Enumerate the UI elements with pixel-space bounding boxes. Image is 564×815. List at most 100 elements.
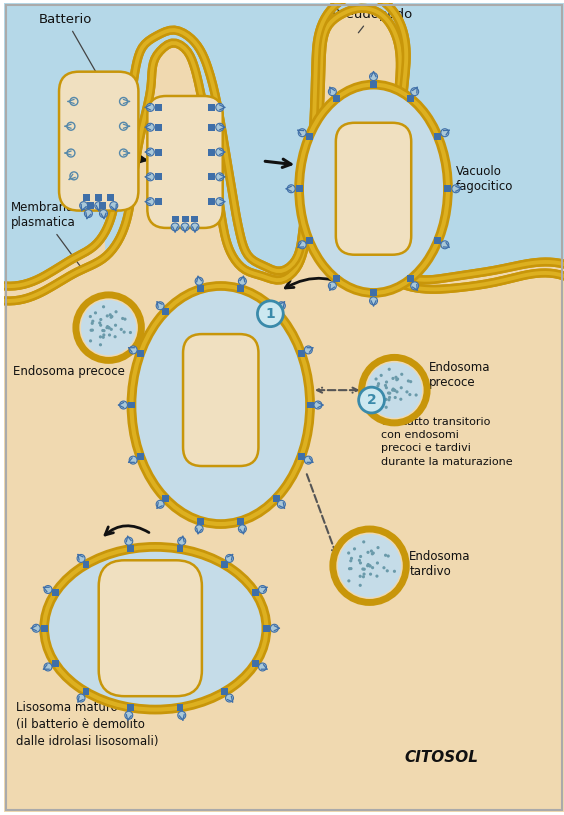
Circle shape — [226, 694, 233, 702]
Circle shape — [385, 381, 388, 384]
Circle shape — [387, 399, 390, 401]
Circle shape — [298, 129, 306, 137]
Bar — [435, 134, 441, 139]
Circle shape — [362, 540, 365, 544]
Circle shape — [371, 566, 374, 569]
Bar — [263, 625, 270, 631]
Circle shape — [384, 553, 387, 557]
Bar — [197, 518, 204, 525]
Circle shape — [382, 566, 386, 570]
Bar — [107, 194, 114, 201]
Circle shape — [391, 387, 395, 390]
Bar — [155, 199, 161, 205]
Bar — [87, 202, 94, 209]
Circle shape — [362, 575, 365, 579]
Bar — [237, 518, 244, 524]
Bar — [127, 546, 134, 552]
Bar — [333, 276, 340, 282]
Bar — [137, 454, 143, 460]
Circle shape — [441, 241, 449, 249]
Circle shape — [171, 223, 179, 231]
Circle shape — [195, 277, 203, 285]
Circle shape — [106, 325, 109, 328]
Circle shape — [239, 277, 246, 285]
Circle shape — [349, 559, 352, 562]
Bar — [407, 275, 414, 283]
Bar — [208, 148, 215, 156]
Bar — [182, 215, 188, 222]
Circle shape — [102, 305, 105, 308]
Circle shape — [368, 564, 371, 567]
Bar — [252, 660, 259, 667]
Circle shape — [359, 575, 362, 578]
Circle shape — [108, 333, 111, 337]
Circle shape — [411, 88, 418, 95]
Circle shape — [146, 198, 155, 205]
Bar — [155, 149, 161, 155]
Circle shape — [394, 376, 398, 379]
Circle shape — [216, 173, 224, 181]
Polygon shape — [296, 0, 410, 282]
Circle shape — [44, 663, 52, 671]
Ellipse shape — [44, 547, 266, 710]
Circle shape — [156, 500, 164, 509]
Circle shape — [377, 382, 380, 385]
Circle shape — [77, 554, 85, 562]
Bar — [83, 562, 89, 567]
Circle shape — [258, 663, 267, 671]
Circle shape — [369, 73, 377, 81]
Circle shape — [380, 374, 383, 377]
Bar — [52, 590, 58, 596]
Bar — [84, 195, 90, 200]
Bar — [155, 174, 161, 180]
Circle shape — [385, 398, 387, 401]
Circle shape — [102, 336, 105, 339]
Bar — [52, 660, 58, 667]
Circle shape — [347, 579, 350, 583]
Circle shape — [393, 389, 396, 392]
Circle shape — [394, 396, 397, 399]
Circle shape — [146, 123, 155, 131]
Circle shape — [359, 584, 362, 587]
Bar — [222, 562, 227, 567]
Circle shape — [333, 529, 406, 602]
Circle shape — [376, 384, 380, 387]
Circle shape — [77, 694, 85, 702]
Bar — [127, 704, 134, 711]
Circle shape — [348, 567, 351, 570]
Bar — [222, 689, 227, 695]
Circle shape — [216, 148, 224, 156]
Circle shape — [374, 377, 378, 381]
Circle shape — [370, 549, 373, 553]
Bar — [88, 203, 94, 209]
Circle shape — [328, 88, 336, 95]
Circle shape — [121, 317, 124, 320]
Bar — [407, 95, 414, 102]
Circle shape — [257, 301, 283, 327]
FancyBboxPatch shape — [147, 96, 223, 228]
Circle shape — [408, 393, 412, 396]
Circle shape — [377, 391, 380, 394]
Bar — [298, 350, 304, 356]
Text: CITOSOL: CITOSOL — [404, 750, 478, 764]
Circle shape — [387, 391, 390, 394]
Bar — [296, 185, 303, 192]
Ellipse shape — [131, 286, 310, 524]
Bar — [434, 237, 442, 244]
Circle shape — [89, 339, 92, 342]
Circle shape — [114, 324, 117, 327]
Bar — [177, 704, 183, 711]
Bar — [171, 215, 179, 222]
Bar — [408, 276, 414, 282]
Bar — [208, 104, 215, 111]
Circle shape — [350, 567, 352, 570]
Circle shape — [258, 585, 267, 593]
Bar — [208, 124, 215, 130]
Circle shape — [216, 123, 224, 131]
Polygon shape — [5, 0, 564, 301]
Circle shape — [363, 572, 365, 575]
Bar — [155, 148, 162, 156]
FancyBboxPatch shape — [59, 72, 138, 210]
Ellipse shape — [299, 85, 448, 293]
Circle shape — [99, 343, 102, 346]
